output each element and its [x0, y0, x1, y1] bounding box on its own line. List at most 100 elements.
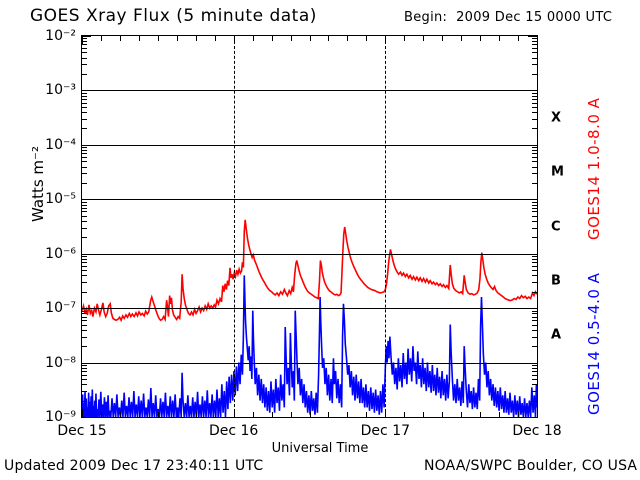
y-tick	[532, 93, 537, 94]
y-tick	[532, 153, 537, 154]
legend-long-channel: GOES14 1.0-8.0 A	[585, 97, 603, 240]
y-tick	[82, 259, 87, 260]
y-tick	[532, 371, 537, 372]
y-tick	[82, 391, 87, 392]
y-tick	[532, 64, 537, 65]
x-tick	[461, 412, 462, 417]
y-tick	[82, 153, 87, 154]
y-tick	[82, 330, 87, 331]
y-tick	[82, 93, 87, 94]
y-tick	[528, 417, 537, 418]
y-tick	[532, 161, 537, 162]
x-tick	[291, 36, 292, 41]
y-tick	[532, 211, 537, 212]
y-tick	[82, 311, 87, 312]
y-tick	[82, 41, 87, 42]
x-tick	[101, 36, 102, 41]
flare-class-c: C	[551, 219, 561, 234]
y-tick	[532, 337, 537, 338]
flux-series-canvas	[82, 219, 537, 417]
x-tick	[480, 412, 481, 417]
y-tick	[528, 363, 537, 364]
y-tick	[532, 259, 537, 260]
x-tick	[442, 412, 443, 417]
y-tick	[532, 157, 537, 158]
y-tick	[82, 173, 87, 174]
y-tick	[532, 325, 537, 326]
y-tick	[82, 417, 91, 418]
y-tick	[532, 375, 537, 376]
y-tick	[82, 313, 87, 314]
y-tick	[532, 379, 537, 380]
x-axis-label: Universal Time	[271, 441, 369, 456]
y-tick	[82, 48, 87, 49]
y-tick	[82, 167, 87, 168]
x-tick	[234, 36, 235, 44]
y-tick	[528, 90, 537, 91]
y-tick	[82, 254, 91, 255]
y-tick	[532, 74, 537, 75]
gridline-day-boundary	[385, 36, 386, 417]
x-tick	[234, 409, 235, 417]
legend-short-channel: GOES14 0.5-4.0 A	[585, 272, 603, 415]
y-tick	[532, 52, 537, 53]
begin-time-label: Begin: 2009 Dec 15 0000 UTC	[404, 10, 613, 25]
y-tick	[532, 99, 537, 100]
y-tick	[532, 311, 537, 312]
y-tick	[82, 216, 87, 217]
y-tick	[82, 96, 87, 97]
series-short-channel	[82, 275, 537, 417]
y-tick-label: 10⁻⁵	[45, 191, 76, 208]
y-tick	[82, 183, 87, 184]
y-tick	[532, 216, 537, 217]
x-tick	[215, 412, 216, 417]
y-tick	[82, 325, 87, 326]
gridline-decade	[82, 363, 537, 364]
y-tick	[82, 384, 87, 385]
y-tick	[82, 262, 87, 263]
x-tick-label: Dec 16	[208, 423, 259, 439]
y-tick-label: 10⁻⁴	[45, 136, 76, 153]
y-tick	[82, 157, 87, 158]
y-tick	[82, 128, 87, 129]
x-tick	[366, 36, 367, 41]
y-tick	[532, 107, 537, 108]
y-tick	[82, 401, 87, 402]
y-tick	[532, 270, 537, 271]
gridline-decade	[82, 254, 537, 255]
y-tick	[82, 379, 87, 380]
y-tick	[528, 254, 537, 255]
x-tick	[120, 36, 121, 41]
x-tick	[328, 412, 329, 417]
y-tick	[82, 208, 87, 209]
y-tick	[532, 262, 537, 263]
y-axis-tick-labels: 10⁻² 10⁻³ 10⁻⁴ 10⁻⁵ 10⁻⁶ 10⁻⁷ 10⁻⁸ 10⁻⁹	[0, 28, 76, 425]
gridline-day-boundary	[234, 36, 235, 417]
flare-class-m: M	[551, 164, 564, 180]
y-tick	[82, 282, 87, 283]
x-tick	[215, 36, 216, 41]
y-tick	[532, 320, 537, 321]
x-tick	[82, 36, 83, 44]
y-tick	[82, 346, 87, 347]
x-tick	[442, 36, 443, 41]
x-tick	[196, 412, 197, 417]
y-tick	[82, 202, 87, 203]
y-tick-label: 10⁻⁷	[45, 300, 76, 317]
y-tick	[532, 256, 537, 257]
flare-class-b: B	[551, 273, 561, 289]
x-tick	[253, 412, 254, 417]
y-tick	[528, 199, 537, 200]
y-tick	[82, 275, 87, 276]
x-tick	[404, 36, 405, 41]
y-tick	[82, 52, 87, 53]
x-tick	[82, 409, 83, 417]
y-tick	[532, 228, 537, 229]
y-tick	[532, 275, 537, 276]
y-tick	[532, 202, 537, 203]
x-tick	[101, 412, 102, 417]
y-tick	[82, 237, 87, 238]
y-tick	[82, 375, 87, 376]
y-tick	[532, 147, 537, 148]
y-tick	[528, 36, 537, 37]
